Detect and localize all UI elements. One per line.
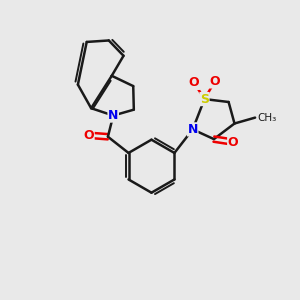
Text: O: O [228,136,238,148]
Text: CH₃: CH₃ [257,112,277,123]
Text: O: O [83,129,94,142]
Text: O: O [209,75,220,88]
Text: N: N [108,109,119,122]
Text: S: S [200,93,209,106]
Text: N: N [188,123,198,136]
Text: O: O [189,76,200,89]
